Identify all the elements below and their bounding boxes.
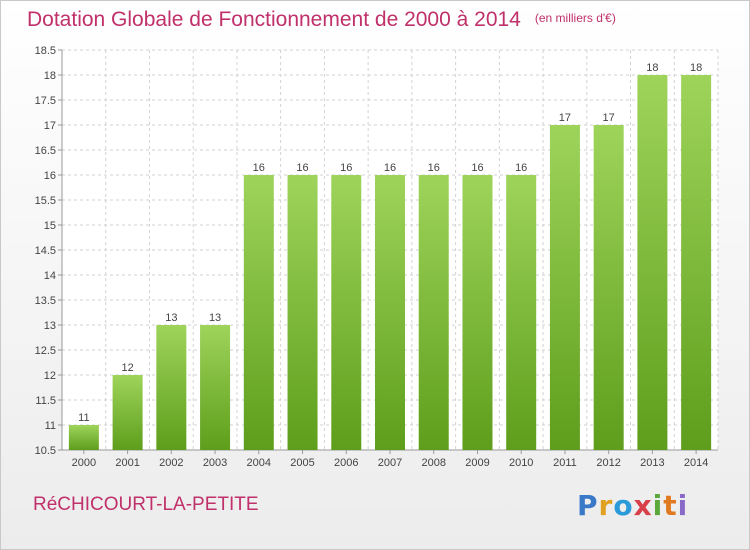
x-tick-label: 2005 — [290, 457, 314, 469]
bar — [462, 175, 493, 450]
data-label: 13 — [209, 312, 221, 324]
y-tick-label: 14.5 — [35, 245, 56, 257]
y-tick-label: 12.5 — [35, 345, 56, 357]
data-label: 16 — [384, 162, 396, 174]
x-tick-label: 2014 — [684, 457, 708, 469]
y-tick-label: 17.5 — [35, 95, 56, 107]
bar — [418, 175, 449, 450]
x-tick-label: 2012 — [596, 457, 620, 469]
y-tick-label: 18 — [44, 70, 56, 82]
x-tick-label: 2004 — [247, 457, 271, 469]
bar — [549, 125, 580, 450]
data-label: 12 — [121, 362, 133, 374]
y-tick-label: 12 — [44, 370, 56, 382]
data-label: 16 — [296, 162, 308, 174]
data-label: 16 — [253, 162, 265, 174]
y-tick-label: 18.5 — [35, 45, 56, 57]
x-tick-label: 2001 — [115, 457, 139, 469]
y-tick-label: 11.5 — [35, 395, 56, 407]
bar — [506, 175, 537, 450]
y-tick-label: 13 — [44, 320, 56, 332]
x-tick-label: 2008 — [421, 457, 445, 469]
bar — [593, 125, 624, 450]
chart-unit: (en milliers d'€) — [534, 11, 616, 25]
y-tick-label: 14 — [44, 270, 56, 282]
data-label: 18 — [690, 62, 702, 74]
bar — [200, 325, 231, 450]
x-tick-label: 2006 — [334, 457, 358, 469]
proxiti-logo: Proxiti — [577, 489, 689, 522]
chart-title: Dotation Globale de Fonctionnement de 20… — [27, 8, 616, 32]
y-tick-label: 13.5 — [35, 295, 56, 307]
bar — [243, 175, 274, 450]
x-tick-label: 2010 — [509, 457, 533, 469]
bar — [68, 425, 99, 450]
data-label: 17 — [603, 112, 615, 124]
y-tick-label: 11 — [45, 420, 56, 432]
bar — [331, 175, 362, 450]
data-label: 18 — [646, 62, 658, 74]
y-tick-label: 16.5 — [35, 145, 56, 157]
bar — [112, 375, 143, 450]
bar — [287, 175, 318, 450]
x-tick-label: 2009 — [465, 457, 489, 469]
x-tick-label: 2007 — [378, 457, 402, 469]
bar — [681, 75, 712, 450]
y-tick-label: 16 — [44, 170, 56, 182]
data-label: 17 — [559, 112, 571, 124]
place-name: RéCHICOURT-LA-PETITE — [33, 494, 259, 515]
bar — [156, 325, 187, 450]
chart-title-text: Dotation Globale de Fonctionnement de 20… — [27, 8, 521, 31]
data-label: 11 — [78, 412, 89, 424]
y-tick-label: 15 — [44, 220, 56, 232]
data-label: 16 — [340, 162, 352, 174]
y-tick-label: 15.5 — [35, 195, 56, 207]
x-tick-label: 2011 — [553, 457, 577, 469]
bar — [375, 175, 405, 450]
data-label: 13 — [165, 312, 177, 324]
x-tick-label: 2003 — [203, 457, 227, 469]
y-tick-label: 17 — [44, 120, 56, 132]
data-label: 16 — [471, 162, 483, 174]
data-label: 16 — [428, 162, 440, 174]
data-label: 16 — [515, 162, 527, 174]
x-tick-label: 2013 — [640, 457, 664, 469]
x-tick-label: 2000 — [72, 457, 96, 469]
bar — [637, 75, 668, 450]
x-tick-label: 2002 — [159, 457, 183, 469]
y-tick-label: 10.5 — [35, 445, 56, 457]
